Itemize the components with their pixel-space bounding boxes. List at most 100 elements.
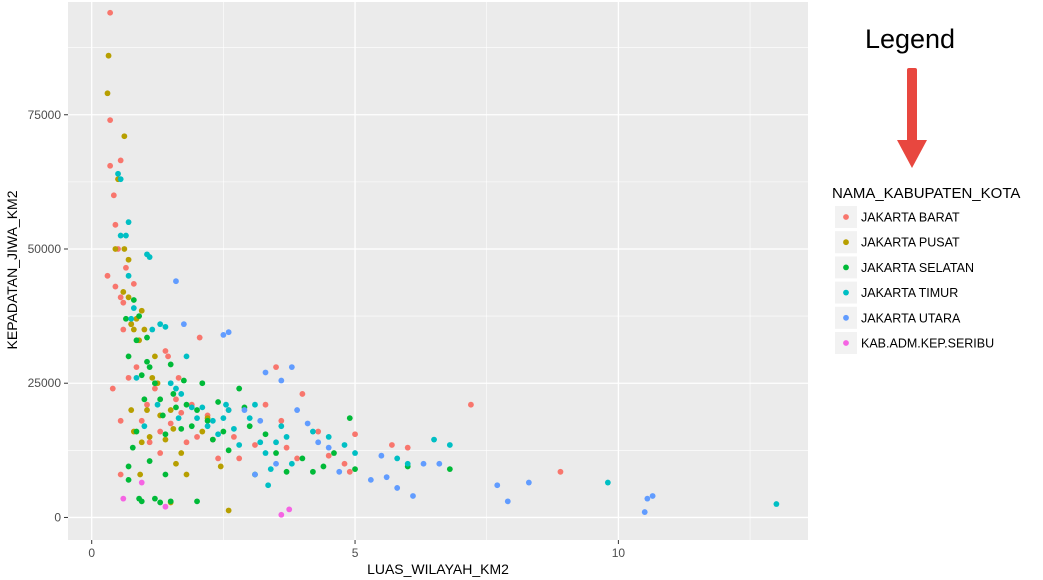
data-point — [315, 439, 322, 446]
data-point — [241, 407, 248, 413]
data-point — [346, 468, 353, 475]
data-point — [394, 485, 401, 491]
data-point — [173, 278, 179, 285]
plot-panel — [68, 2, 808, 540]
data-point — [120, 495, 127, 502]
data-point — [125, 476, 132, 483]
data-point — [110, 192, 117, 199]
data-point — [141, 396, 148, 403]
data-point — [494, 482, 501, 489]
data-point — [294, 455, 301, 462]
data-point — [152, 495, 158, 502]
data-point — [157, 396, 164, 403]
data-point — [162, 348, 169, 354]
data-point — [236, 442, 243, 448]
data-point — [162, 503, 169, 510]
data-point — [341, 442, 348, 448]
data-point — [144, 334, 150, 341]
x-axis-ticks: 0 5 10 — [88, 540, 625, 560]
data-point — [123, 315, 129, 322]
data-point — [294, 407, 301, 413]
data-point — [146, 458, 153, 464]
data-point — [117, 417, 124, 424]
data-point — [231, 425, 237, 432]
data-point — [644, 495, 651, 502]
data-point — [225, 507, 232, 514]
data-point — [194, 407, 200, 413]
data-point — [352, 450, 358, 456]
data-point — [107, 162, 114, 169]
data-point — [146, 254, 153, 260]
data-point — [117, 176, 124, 183]
data-point — [299, 391, 306, 397]
data-point — [146, 364, 153, 371]
data-point — [331, 450, 337, 456]
legend-swatch — [843, 214, 849, 220]
data-point — [138, 372, 145, 379]
data-point — [125, 294, 132, 301]
data-point — [133, 428, 140, 435]
data-point — [188, 404, 195, 411]
x-tick-label: 5 — [352, 546, 359, 560]
data-point — [378, 452, 385, 459]
data-point — [225, 329, 232, 336]
data-point — [504, 498, 511, 505]
data-point — [152, 353, 158, 360]
data-point — [265, 482, 272, 489]
data-point — [352, 431, 358, 438]
data-point — [157, 499, 164, 506]
data-point — [133, 374, 140, 381]
data-point — [128, 315, 135, 322]
data-point — [604, 479, 611, 486]
data-point — [178, 450, 185, 456]
legend-swatch — [843, 340, 849, 346]
data-point — [525, 479, 532, 486]
data-point — [773, 501, 780, 507]
data-point — [299, 455, 306, 462]
data-point — [262, 431, 269, 438]
data-point — [273, 439, 279, 446]
data-point — [431, 436, 437, 443]
data-point — [404, 460, 411, 467]
data-point — [173, 404, 179, 411]
data-point — [199, 404, 206, 411]
data-point — [194, 434, 200, 440]
data-point — [183, 401, 190, 408]
data-point — [117, 294, 124, 301]
data-point — [346, 415, 353, 422]
data-point — [130, 280, 137, 287]
data-point — [130, 305, 137, 311]
data-point — [162, 436, 169, 443]
legend-swatch — [843, 289, 849, 296]
data-point — [107, 9, 114, 16]
data-point — [283, 444, 290, 451]
grid-lines — [68, 2, 808, 540]
down-arrow-icon — [897, 68, 927, 168]
data-point — [136, 495, 143, 502]
legend-label: KAB.ADM.KEP.SERIBU — [861, 337, 994, 351]
data-point — [278, 511, 285, 518]
data-point — [183, 353, 190, 360]
data-point — [167, 407, 174, 413]
data-point — [175, 415, 182, 422]
data-point — [173, 396, 179, 403]
data-point — [105, 52, 112, 59]
data-point — [209, 417, 216, 424]
data-point — [138, 417, 145, 424]
legend-swatch — [843, 239, 849, 246]
y-tick-label: 0 — [54, 510, 61, 524]
y-tick-label: 75000 — [28, 108, 62, 122]
data-point — [199, 428, 206, 435]
data-point — [107, 117, 114, 124]
data-point — [325, 444, 332, 451]
data-point — [468, 401, 474, 408]
data-point — [246, 415, 253, 422]
data-point — [141, 326, 148, 333]
data-point — [257, 417, 264, 424]
data-point — [194, 498, 200, 505]
data-point — [123, 264, 129, 271]
data-point — [125, 219, 132, 226]
data-point — [162, 431, 169, 438]
data-point — [154, 401, 161, 408]
data-point — [267, 466, 274, 473]
